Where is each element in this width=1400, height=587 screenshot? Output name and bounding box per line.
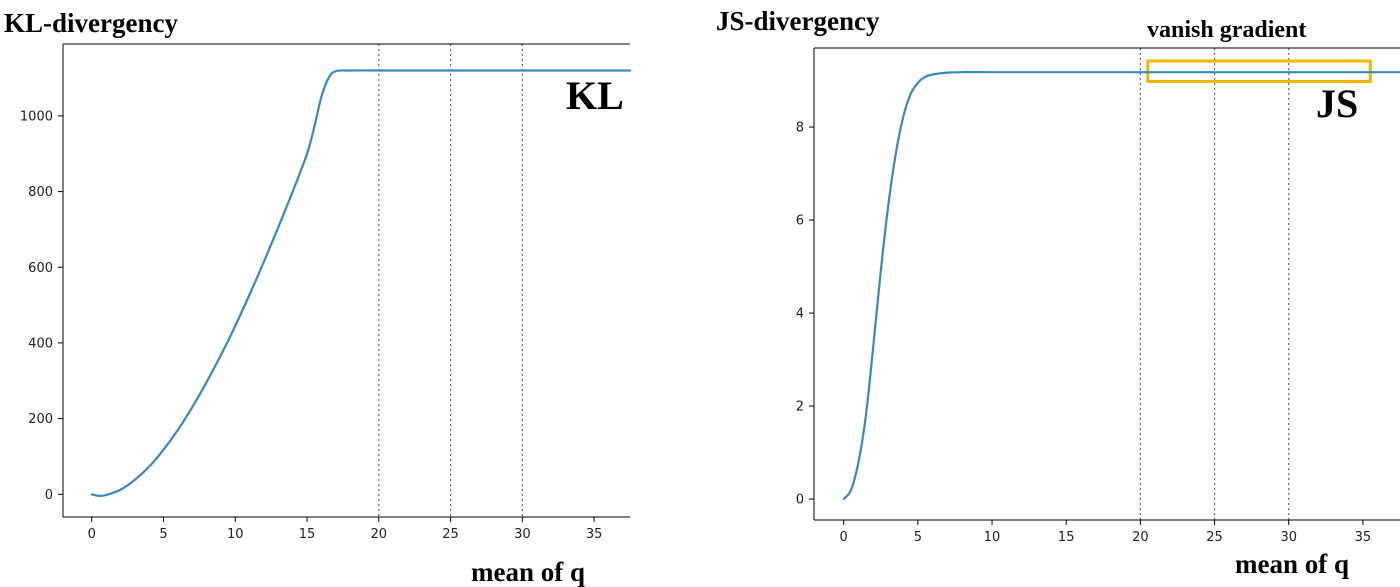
kl-y-tick-label: 400: [28, 336, 53, 351]
js-y-tick-label: 4: [796, 307, 804, 322]
js-x-tick-label: 25: [1206, 530, 1223, 545]
js-y-tick-label: 0: [796, 493, 804, 508]
js-y-tick-label: 6: [796, 214, 804, 229]
kl-x-tick-label: 35: [586, 527, 603, 542]
js-series-line: [842, 71, 1400, 501]
kl-annotation: KL: [566, 73, 624, 118]
js-y-tick-label: 2: [796, 400, 804, 415]
js-x-tick-label: 5: [914, 530, 922, 545]
kl-x-tick-label: 30: [514, 527, 531, 542]
js-chart-title: JS-divergency: [716, 6, 880, 36]
js-annotation: JS: [1316, 81, 1358, 126]
kl-x-tick-label: 0: [88, 527, 96, 542]
kl-chart-title: KL-divergency: [4, 8, 178, 38]
kl-y-tick-label: 800: [28, 185, 53, 200]
js-x-tick-label: 30: [1280, 530, 1297, 545]
kl-x-tick-label: 15: [299, 527, 316, 542]
js-x-axis-label: mean of q: [1235, 549, 1349, 579]
kl-x-tick-label: 25: [442, 527, 459, 542]
kl-y-tick-label: 200: [28, 412, 53, 427]
kl-x-tick-label: 20: [371, 527, 388, 542]
js-x-tick-label: 15: [1058, 530, 1075, 545]
js-highlight-label: vanish gradient: [1147, 17, 1306, 43]
kl-y-tick-label: 600: [28, 261, 53, 276]
kl-x-tick-label: 5: [159, 527, 167, 542]
js-x-tick-label: 0: [840, 530, 848, 545]
js-x-tick-label: 35: [1355, 530, 1372, 545]
kl-y-tick-label: 0: [45, 488, 53, 503]
js-x-tick-label: 20: [1132, 530, 1149, 545]
kl-y-tick-label: 1000: [20, 109, 53, 124]
kl-series-line: [90, 69, 632, 497]
kl-x-tick-label: 10: [227, 527, 244, 542]
kl-x-axis-label: mean of q: [471, 557, 585, 587]
js-x-tick-label: 10: [984, 530, 1001, 545]
js-chart-panel: 0 5 10 15 20 25 30 35 0 2 4 6 8 JS-divergency mean of …: [716, 6, 1400, 579]
kl-chart-panel: 0 5 10 15 20 25 30 35 0 200 400 600 800 1000 KL-diverg…: [4, 8, 632, 587]
js-y-tick-label: 8: [796, 121, 804, 136]
